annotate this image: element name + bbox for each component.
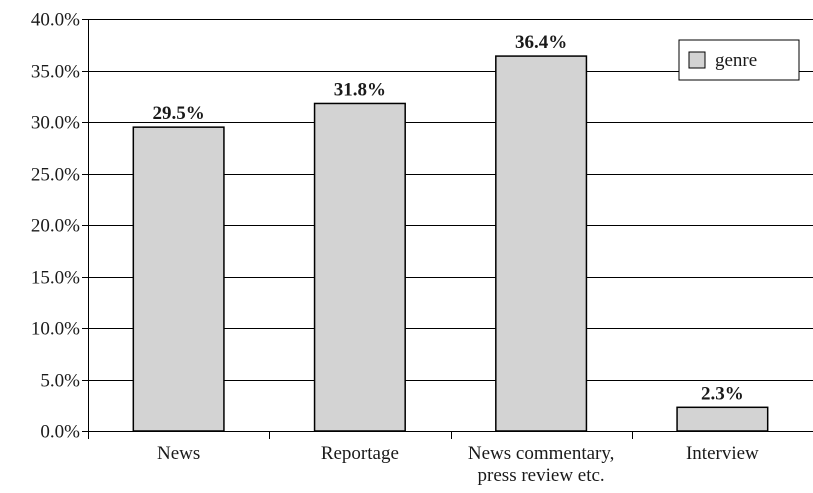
x-tick-label: press review etc. bbox=[478, 465, 605, 486]
y-tick-label: 20.0% bbox=[31, 216, 80, 237]
x-tick-label: News commentary, bbox=[468, 443, 615, 464]
bar bbox=[132, 126, 225, 432]
labels: 0.0% 5.0% 10.0% 15.0% 20.0% 25.0% 30.0% 35.0% 40… bbox=[31, 10, 759, 487]
y-tick-label: 30.0% bbox=[31, 113, 80, 134]
bar-value-label: 29.5% bbox=[153, 103, 205, 124]
bar bbox=[313, 102, 406, 432]
y-tick-label: 5.0% bbox=[40, 371, 80, 392]
bar bbox=[495, 55, 588, 432]
bar bbox=[676, 406, 769, 432]
x-tick-label: Interview bbox=[686, 443, 759, 464]
bar-value-label: 2.3% bbox=[701, 383, 744, 404]
bar-value-label: 36.4% bbox=[515, 32, 567, 53]
y-tick-label: 25.0% bbox=[31, 165, 80, 186]
y-tick-label: 10.0% bbox=[31, 319, 80, 340]
y-tick-label: 35.0% bbox=[31, 62, 80, 83]
y-tick-label: 0.0% bbox=[40, 422, 80, 443]
bars bbox=[132, 55, 769, 432]
y-tick-label: 40.0% bbox=[31, 10, 80, 31]
x-tick-label: News bbox=[157, 443, 200, 464]
y-tick-label: 15.0% bbox=[31, 268, 80, 289]
bar-value-label: 31.8% bbox=[334, 79, 386, 100]
legend: genre bbox=[678, 39, 800, 81]
x-tick-label: Reportage bbox=[321, 443, 399, 464]
legend-swatch bbox=[688, 51, 706, 69]
legend-label: genre bbox=[715, 50, 757, 71]
